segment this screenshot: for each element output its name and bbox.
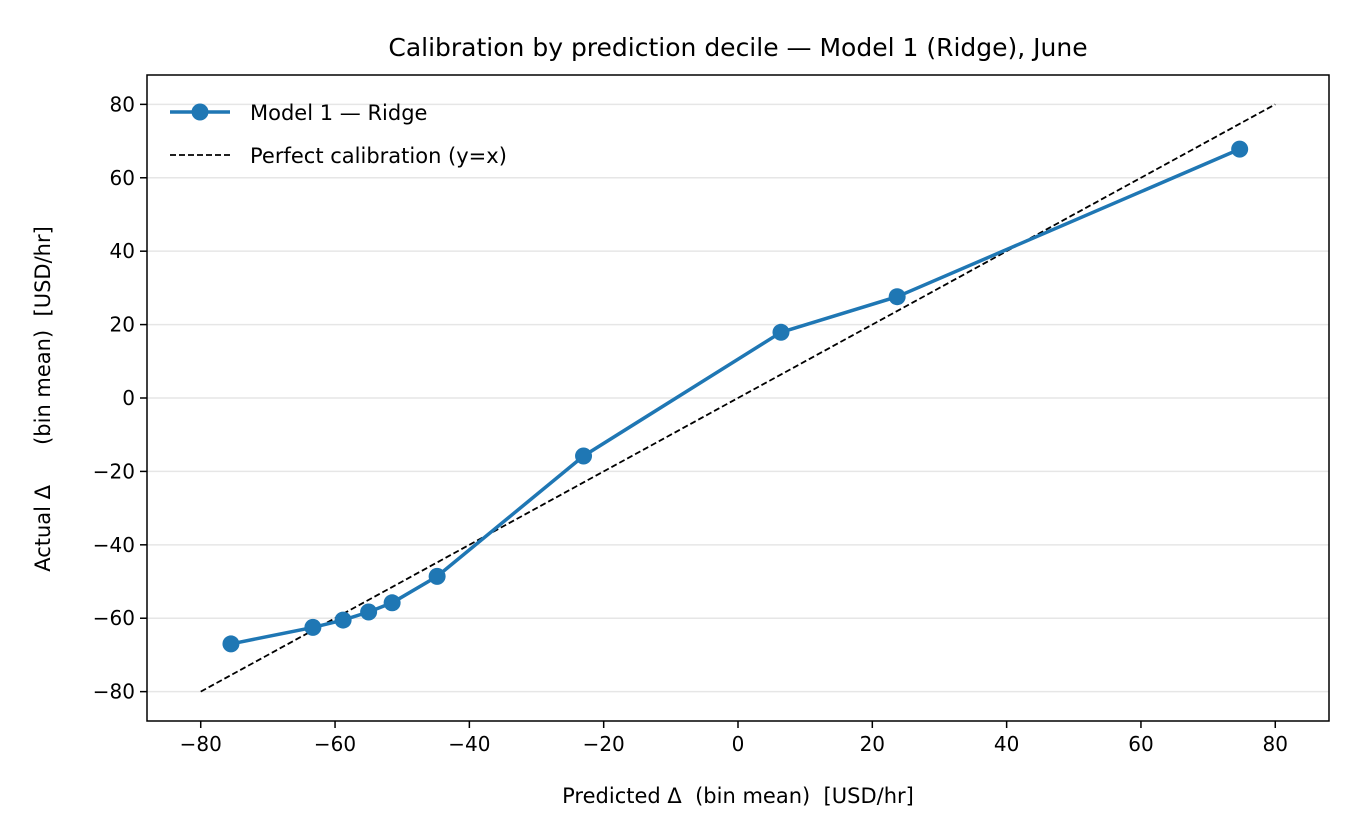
series-model-point xyxy=(222,635,240,653)
x-tick-label: 80 xyxy=(1263,732,1288,756)
series-model-point xyxy=(575,447,593,465)
y-axis-label: Actual Δ (bin mean) [USD/hr] xyxy=(31,226,55,572)
y-tick-label: −80 xyxy=(93,680,135,704)
legend-swatch-model-marker xyxy=(191,103,209,121)
x-tick-label: −20 xyxy=(583,732,625,756)
x-tick-label: −40 xyxy=(448,732,490,756)
series-model-point xyxy=(428,567,446,585)
x-tick-label: −60 xyxy=(314,732,356,756)
chart-title: Calibration by prediction decile — Model… xyxy=(388,33,1087,62)
legend-entry-model: Model 1 — Ridge xyxy=(170,101,427,125)
y-tick-label: −20 xyxy=(93,459,135,483)
series-model-point xyxy=(360,603,378,621)
y-tick-label: 40 xyxy=(110,239,135,263)
y-axis-ticks: −80 −60 −40 −20 0 20 40 60 80 xyxy=(93,92,147,704)
y-tick-label: 20 xyxy=(110,313,135,337)
series-model-point xyxy=(772,323,790,341)
series-model-point xyxy=(334,611,352,629)
x-tick-label: 60 xyxy=(1128,732,1153,756)
legend: Model 1 — Ridge Perfect calibration (y=x… xyxy=(170,101,507,168)
series-layer xyxy=(222,140,1249,653)
legend-label-perfect: Perfect calibration (y=x) xyxy=(250,144,507,168)
legend-entry-perfect: Perfect calibration (y=x) xyxy=(170,144,507,168)
series-perfect-calibration-line xyxy=(200,103,1276,693)
x-tick-label: 40 xyxy=(994,732,1019,756)
series-model-point xyxy=(383,594,401,612)
y-tick-label: −60 xyxy=(93,606,135,630)
y-tick-label: 80 xyxy=(110,92,135,116)
series-model-line xyxy=(230,147,1241,646)
reference-layer xyxy=(200,103,1276,693)
x-tick-label: 20 xyxy=(860,732,885,756)
y-tick-label: −40 xyxy=(93,533,135,557)
y-tick-label: 0 xyxy=(122,386,135,410)
y-tick-label: 60 xyxy=(110,166,135,190)
series-model-point xyxy=(1231,140,1249,158)
x-axis-ticks: −80 −60 −40 −20 0 20 40 60 80 xyxy=(180,721,1288,756)
series-model-point xyxy=(888,288,906,306)
legend-label-model: Model 1 — Ridge xyxy=(250,101,427,125)
series-model-point xyxy=(304,618,322,636)
x-tick-label: −80 xyxy=(180,732,222,756)
x-axis-label: Predicted Δ (bin mean) [USD/hr] xyxy=(562,784,914,808)
x-tick-label: 0 xyxy=(732,732,745,756)
